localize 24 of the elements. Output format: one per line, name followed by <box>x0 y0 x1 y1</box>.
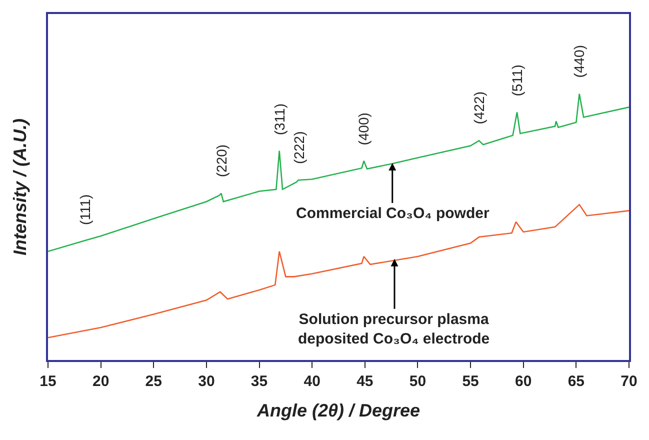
x-tick-label: 20 <box>92 372 110 390</box>
x-tick-label: 50 <box>409 372 426 390</box>
x-tick-label: 55 <box>462 372 479 390</box>
x-tick-label: 30 <box>198 372 215 390</box>
x-tick-label: 15 <box>40 372 56 390</box>
annotation: (511) <box>508 64 525 96</box>
annotation: (400) <box>355 112 372 146</box>
x-tick-label: 45 <box>356 372 374 390</box>
x-tick-label: 60 <box>515 372 532 390</box>
annotation: (222) <box>290 131 307 164</box>
annotation: Solution precursor plasma deposited Co₃O₄ electrode <box>298 311 490 348</box>
annotation: (311) <box>272 103 288 136</box>
x-tick-label: 40 <box>304 372 320 390</box>
annotation: (220) <box>213 144 230 178</box>
x-axis-title: Angle (2θ) / Degree <box>256 400 420 420</box>
annotation: (440) <box>571 45 587 78</box>
y-axis-title: Intensity / (A.U.) <box>10 118 30 256</box>
annotation: (111) <box>76 194 93 225</box>
annotation: (422) <box>470 92 487 124</box>
annotation: Commercial Co₃O₄ powder <box>296 205 490 222</box>
x-tick-label: 35 <box>250 372 268 390</box>
x-tick-label: 65 <box>568 372 585 390</box>
x-tick-label: 25 <box>145 372 162 390</box>
x-tick-label: 70 <box>620 372 638 390</box>
